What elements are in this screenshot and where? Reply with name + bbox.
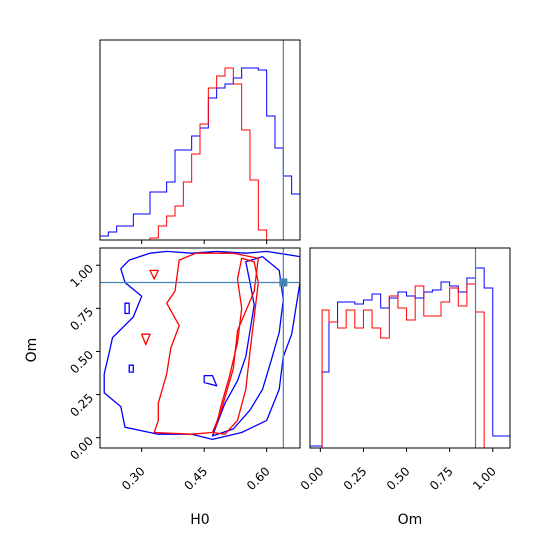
h0-hist-series-1 [99,67,301,240]
truth-marker [279,278,288,287]
om-hist-frame [309,247,511,449]
contour-series-2-level-1 [153,252,259,435]
contour-group [103,250,300,441]
h0-hist-frame [99,39,301,241]
contour-series-2-level-4 [149,269,159,280]
contour-series-1-level-4 [203,374,218,387]
contour-frame [99,247,301,449]
om-hist-series-1 [309,267,511,448]
contour-series-1-level-2 [211,255,284,437]
contour-series-2-level-3 [141,333,151,346]
contour-series-1-level-3 [128,364,134,373]
om-hist-series-2 [310,283,510,449]
h0-hist-series-2 [100,67,300,241]
h0-axis-label: H0 [190,512,209,528]
om-left-axis-label: Om [24,338,40,363]
contour-series-2-level-2 [211,257,259,435]
h0-marginal-histogram-panel [99,39,301,244]
om-bottom-axis-label: Om [398,512,423,528]
contour-series-1-level-5 [124,302,130,315]
